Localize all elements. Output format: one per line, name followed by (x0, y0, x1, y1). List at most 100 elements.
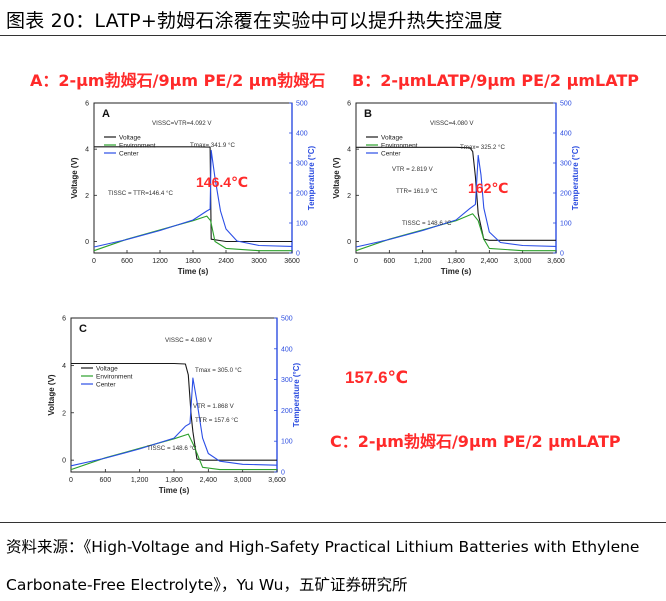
legend-item: Voltage (119, 135, 141, 142)
chart-panel-c: 0 600 1,200 1,800 2,400 3,000 3,60002460100200… (47, 316, 301, 496)
y-right-tick-label: 400 (281, 346, 293, 353)
legend-item: Center (119, 151, 139, 158)
y-right-tick-label: 400 (560, 131, 572, 138)
series-line-center (93, 149, 293, 248)
y-right-tick-label: 0 (560, 251, 564, 258)
title-rule (0, 35, 666, 36)
y-right-tick-label: 300 (296, 161, 308, 168)
x-tick-label: 600 (99, 477, 111, 484)
legend-item: Environment (96, 374, 133, 381)
x-tick-label: 3,600 (268, 477, 286, 484)
annotation: VISSC = 4.080 V (165, 337, 213, 344)
x-tick-label: 3000 (251, 258, 267, 265)
y-right-tick-label: 100 (296, 221, 308, 228)
x-tick-label: 2,400 (481, 258, 499, 265)
chart-panel-b: 0 600 1,200 1,800 2,400 3,000 3,60002460100200… (332, 101, 580, 277)
label-b: B：2-μmLATP/9μm PE/2 μmLATP (352, 71, 640, 90)
y-right-tick-label: 300 (560, 161, 572, 168)
legend-item: Voltage (96, 366, 118, 373)
annotation: Tmax= 325.2 °C (460, 144, 505, 151)
series-line-voltage (356, 146, 556, 241)
x-tick-label: 1,800 (447, 258, 465, 265)
series-line-center (355, 154, 557, 248)
highlight-temperature: 146.4℃ (196, 174, 248, 190)
x-tick-label: 3,600 (547, 258, 565, 265)
y-right-tick-label: 500 (560, 101, 572, 108)
x-tick-label: 3,000 (514, 258, 532, 265)
y-right-tick-label: 400 (296, 131, 308, 138)
y-left-tick-label: 2 (62, 410, 66, 417)
y-right-tick-label: 100 (281, 439, 293, 446)
y-right-tick-label: 0 (281, 470, 285, 477)
annotation: Tmax = 305.0 °C (195, 367, 242, 374)
annotation: VTR = 2.819 V (392, 166, 434, 173)
y-left-tick-label: 4 (347, 147, 351, 154)
x-tick-label: 3600 (284, 258, 300, 265)
y-left-axis-label: Voltage (V) (70, 157, 79, 199)
y-left-tick-label: 4 (62, 363, 66, 370)
annotation: VTR = 1.868 V (193, 403, 235, 410)
source-line-1: 资料来源：《High-Voltage and High-Safety Pract… (6, 538, 640, 556)
x-tick-label: 1200 (152, 258, 168, 265)
annotation: VISSC=VTR=4.092 V (152, 120, 212, 127)
x-axis-label: Time (s) (159, 486, 190, 495)
y-left-tick-label: 2 (85, 193, 89, 200)
annotation: TTR= 161.9 °C (396, 188, 438, 195)
x-tick-label: 1800 (185, 258, 201, 265)
y-right-tick-label: 0 (296, 251, 300, 258)
y-right-tick-label: 200 (281, 408, 293, 415)
series-line-center (70, 377, 278, 467)
x-tick-label: 0 (92, 258, 96, 265)
y-left-tick-label: 0 (347, 239, 351, 246)
series-line-voltage (94, 146, 292, 243)
label-a: A：2-μm勃姆石/9μm PE/2 μm勃姆石 (30, 71, 326, 90)
panel-letter: A (102, 108, 110, 120)
annotation: VISSC=4.080 V (430, 120, 474, 127)
y-right-axis-label: Temperature (°C) (571, 145, 580, 210)
legend-item: Center (96, 382, 116, 389)
x-axis-label: Time (s) (441, 267, 472, 276)
y-left-tick-label: 4 (85, 147, 89, 154)
y-left-tick-label: 0 (85, 239, 89, 246)
x-tick-label: 2,400 (200, 477, 218, 484)
figure-title: 图表 20：LATP+勃姆石涂覆在实验中可以提升热失控温度 (6, 10, 503, 32)
annotation: Tmax= 341.9 °C (190, 142, 235, 149)
y-right-tick-label: 300 (281, 377, 293, 384)
y-right-tick-label: 100 (560, 221, 572, 228)
x-tick-label: 3,000 (234, 477, 252, 484)
legend-item: Environment (119, 143, 156, 150)
y-left-axis-label: Voltage (V) (47, 374, 56, 416)
annotation: TISSC = TTR=146.4 °C (108, 190, 173, 197)
x-tick-label: 1,800 (165, 477, 183, 484)
label-c: C：2-μm勃姆石/9μm PE/2 μmLATP (330, 432, 621, 451)
highlight-temperature: 162℃ (468, 180, 508, 196)
legend-item: Environment (381, 143, 418, 150)
annotation: TISSC = 148.6 °C (402, 220, 452, 227)
y-left-tick-label: 0 (62, 458, 66, 465)
panel-letter: C (79, 323, 87, 335)
legend-item: Voltage (381, 135, 403, 142)
panel-c-temperature: 157.6℃ (345, 368, 409, 387)
x-tick-label: 0 (69, 477, 73, 484)
y-left-tick-label: 6 (85, 101, 89, 108)
y-right-tick-label: 200 (296, 191, 308, 198)
source-rule (0, 522, 666, 523)
y-right-axis-label: Temperature (°C) (292, 362, 301, 427)
y-right-tick-label: 500 (296, 101, 308, 108)
x-tick-label: 0 (354, 258, 358, 265)
x-tick-label: 1,200 (414, 258, 432, 265)
annotation: TTR = 157.6 °C (195, 417, 239, 424)
y-right-tick-label: 200 (560, 191, 572, 198)
chart-panel-a: 0 600 1200 1800 2400 3000 36000246010020030040… (70, 101, 316, 277)
y-left-tick-label: 2 (347, 193, 351, 200)
y-left-tick-label: 6 (347, 101, 351, 108)
y-right-tick-label: 500 (281, 316, 293, 323)
x-tick-label: 2400 (218, 258, 234, 265)
y-right-axis-label: Temperature (°C) (307, 145, 316, 210)
x-tick-label: 1,200 (131, 477, 149, 484)
annotation: TISSC = 148.6 °C (147, 445, 197, 452)
panel-letter: B (364, 108, 372, 120)
y-left-axis-label: Voltage (V) (332, 157, 341, 199)
legend-item: Center (381, 151, 401, 158)
y-left-tick-label: 6 (62, 316, 66, 323)
